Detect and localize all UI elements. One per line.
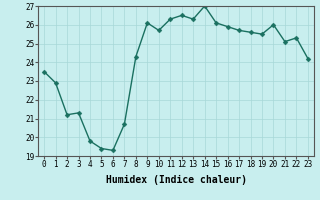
X-axis label: Humidex (Indice chaleur): Humidex (Indice chaleur) <box>106 175 246 185</box>
